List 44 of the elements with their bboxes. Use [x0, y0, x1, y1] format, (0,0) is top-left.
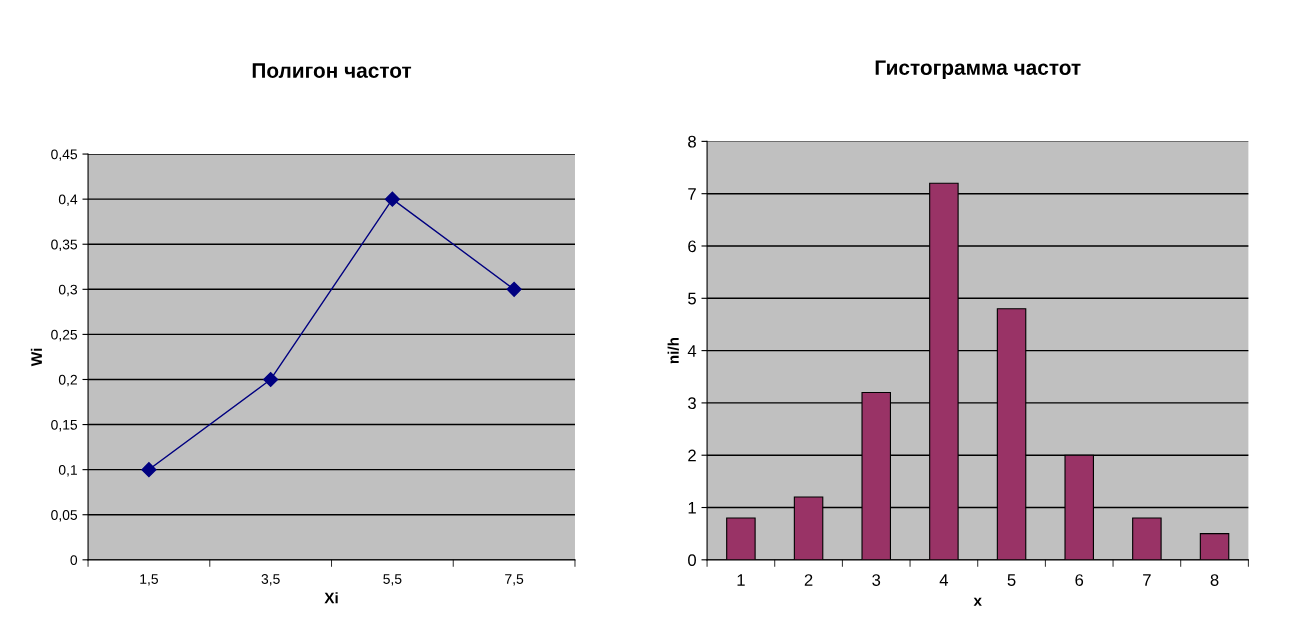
y-tick-label: 0 [70, 555, 78, 565]
y-tick-label: 4 [687, 345, 697, 357]
bar [1132, 517, 1162, 560]
x-tick-label: 5 [1007, 574, 1016, 586]
point [141, 462, 157, 478]
y-tick-label: 0,45 [51, 149, 78, 161]
x-tick-label: 1 [737, 574, 745, 586]
x-tick-label: 6 [1075, 574, 1084, 586]
x-axis-title: Xi [324, 592, 338, 604]
x-tick-label: 7,5 [505, 574, 524, 586]
y-tick-label: 8 [688, 135, 696, 148]
y-tick-label: 6 [688, 240, 696, 253]
y-tick-label: 0,1 [58, 464, 77, 477]
y-tick-label: 1 [688, 502, 696, 514]
point [506, 281, 522, 297]
x-tick-label: 5,5 [383, 574, 402, 586]
y-tick-label: 0,35 [51, 239, 78, 252]
y-tick-label: 0,3 [58, 284, 78, 297]
point [384, 191, 400, 207]
x-tick-label: 3,5 [261, 574, 280, 586]
y-tick-label: 0,05 [51, 510, 78, 522]
x-tick-label: 4 [939, 574, 949, 586]
y-tick-label: 0 [688, 554, 696, 567]
point [263, 371, 279, 388]
bar [1199, 533, 1230, 560]
bar [726, 517, 756, 560]
chart-title: Гистограмма частот [875, 60, 1081, 80]
x-tick-label: 3 [872, 574, 881, 586]
x-axis-title: x [973, 597, 982, 606]
x-tick-label: 1,5 [140, 574, 158, 586]
y-axis-title: ni/h [667, 337, 679, 364]
y-tick-label: 2 [688, 449, 696, 462]
y-tick-label: 0,2 [58, 374, 77, 387]
y-tick-label: 0,25 [51, 329, 78, 342]
y-tick-label: 0,15 [51, 419, 78, 432]
y-tick-label: 7 [688, 188, 696, 200]
chart-title: Полигон частот [252, 63, 412, 78]
x-tick-label: 8 [1210, 574, 1219, 586]
x-tick-label: 7 [1143, 574, 1151, 586]
y-tick-label: 5 [688, 292, 696, 305]
x-tick-label: 2 [804, 574, 813, 586]
y-axis-title: Wi [30, 348, 42, 367]
y-tick-label: 3 [688, 397, 696, 410]
y-tick-label: 0,4 [58, 194, 78, 206]
